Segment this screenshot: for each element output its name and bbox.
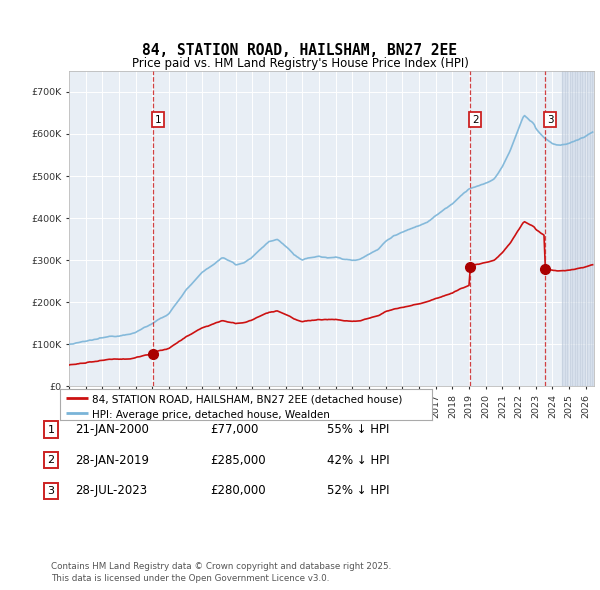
Text: 28-JAN-2019: 28-JAN-2019 (75, 454, 149, 467)
Text: £77,000: £77,000 (210, 423, 259, 436)
Text: 1: 1 (47, 425, 55, 434)
Text: Price paid vs. HM Land Registry's House Price Index (HPI): Price paid vs. HM Land Registry's House … (131, 57, 469, 70)
Text: 84, STATION ROAD, HAILSHAM, BN27 2EE: 84, STATION ROAD, HAILSHAM, BN27 2EE (143, 43, 458, 58)
Text: 2: 2 (472, 114, 479, 124)
Text: 1: 1 (155, 114, 161, 124)
Text: 42% ↓ HPI: 42% ↓ HPI (327, 454, 389, 467)
Text: 3: 3 (547, 114, 553, 124)
Text: 3: 3 (47, 486, 55, 496)
Text: 52% ↓ HPI: 52% ↓ HPI (327, 484, 389, 497)
Bar (562, 71, 594, 386)
Text: HPI: Average price, detached house, Wealden: HPI: Average price, detached house, Weal… (92, 409, 329, 419)
Text: £285,000: £285,000 (210, 454, 266, 467)
Text: 84, STATION ROAD, HAILSHAM, BN27 2EE (detached house): 84, STATION ROAD, HAILSHAM, BN27 2EE (de… (92, 394, 402, 404)
Text: 28-JUL-2023: 28-JUL-2023 (75, 484, 147, 497)
Text: Contains HM Land Registry data © Crown copyright and database right 2025.
This d: Contains HM Land Registry data © Crown c… (51, 562, 391, 583)
Text: 55% ↓ HPI: 55% ↓ HPI (327, 423, 389, 436)
Text: 2: 2 (47, 455, 55, 465)
Text: 21-JAN-2000: 21-JAN-2000 (75, 423, 149, 436)
Text: £280,000: £280,000 (210, 484, 266, 497)
